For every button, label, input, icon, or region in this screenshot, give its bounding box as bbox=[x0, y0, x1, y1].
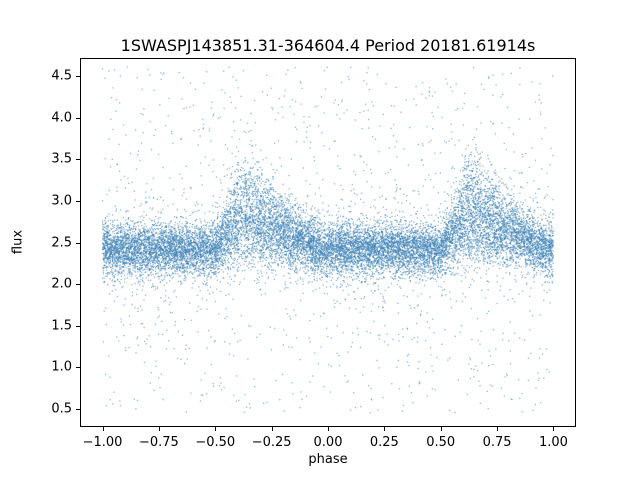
x-tick-label: −0.25 bbox=[251, 435, 292, 450]
y-tick-label: 2.0 bbox=[51, 276, 72, 292]
chart-title: 1SWASPJ143851.31-364604.4 Period 20181.6… bbox=[120, 36, 536, 55]
x-tick-label: −1.00 bbox=[82, 435, 123, 450]
y-tick-label: 3.5 bbox=[51, 151, 72, 167]
x-tick-label: −0.75 bbox=[138, 435, 179, 450]
x-tick-label: −0.50 bbox=[195, 435, 236, 450]
x-axis-label: phase bbox=[308, 452, 348, 467]
y-tick-label: 3.0 bbox=[51, 193, 72, 209]
y-tick-label: 1.0 bbox=[51, 359, 72, 375]
x-tick-label: 0.50 bbox=[426, 435, 456, 450]
x-tick-label: 0.25 bbox=[369, 435, 399, 450]
y-tick-label: 0.5 bbox=[51, 401, 72, 417]
y-tick-label: 2.5 bbox=[51, 235, 72, 250]
y-tick-label: 1.5 bbox=[51, 318, 72, 334]
y-axis-label: flux bbox=[10, 229, 26, 255]
y-tick-label: 4.0 bbox=[51, 110, 72, 126]
y-tick-label: 4.5 bbox=[51, 68, 72, 84]
x-tick-label: 0.00 bbox=[313, 435, 343, 450]
x-tick-label: 1.00 bbox=[538, 435, 568, 450]
x-tick-label: 0.75 bbox=[482, 435, 512, 450]
